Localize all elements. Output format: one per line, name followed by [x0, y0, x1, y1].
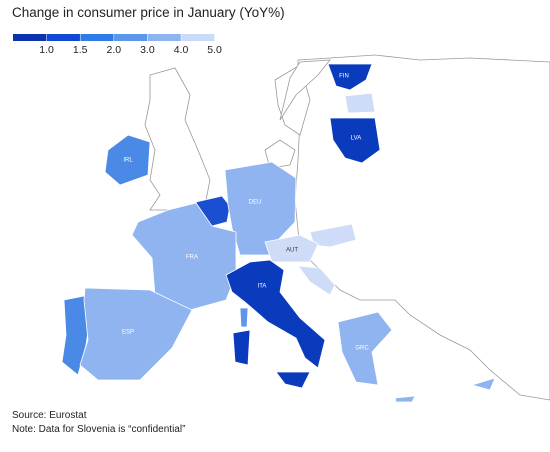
- country-shape: [79, 287, 193, 381]
- country-label: ESP: [122, 330, 134, 336]
- country-shape: [264, 234, 319, 263]
- country-label: FRA: [186, 255, 198, 261]
- country-shape: [329, 117, 381, 164]
- country-shape: [104, 134, 151, 186]
- country-label: FIN: [339, 74, 349, 80]
- legend-swatch: [46, 34, 81, 41]
- legend-swatch: [80, 34, 114, 41]
- source: Source: Eurostat: [12, 410, 87, 421]
- country-shape: [225, 259, 326, 369]
- title: Change in consumer price in January (YoY…: [12, 5, 285, 20]
- country-shape: [327, 63, 373, 91]
- country-label: GRC: [355, 346, 369, 352]
- legend-tick-label: 4.0: [174, 44, 189, 56]
- country-label: DEU: [249, 200, 262, 206]
- legend-swatch: [113, 34, 148, 41]
- countries: [79, 63, 393, 386]
- country-label: IRL: [123, 158, 133, 164]
- legend-tick-label: 1.5: [73, 44, 88, 56]
- country-label: AUT: [286, 248, 298, 254]
- legend-swatch: [13, 34, 47, 41]
- legend-swatch: [181, 34, 215, 41]
- country-label: LVA: [351, 136, 361, 142]
- country-label: ITA: [258, 284, 267, 290]
- country-shape: [337, 311, 393, 386]
- legend-swatch: [147, 34, 181, 41]
- legend-tick-label: 1.0: [39, 44, 54, 56]
- country-labels: FIN LVA IRL DEU FRA AUT ITA ESP GRC: [122, 74, 369, 352]
- legend: 1.0 1.5 2.0 3.0 4.0 5.0: [13, 34, 222, 56]
- legend-tick-label: 5.0: [207, 44, 222, 56]
- legend-tick-label: 3.0: [140, 44, 155, 56]
- legend-tick-label: 2.0: [106, 44, 121, 56]
- note: Note: Data for Slovenia is “confidential…: [12, 424, 185, 435]
